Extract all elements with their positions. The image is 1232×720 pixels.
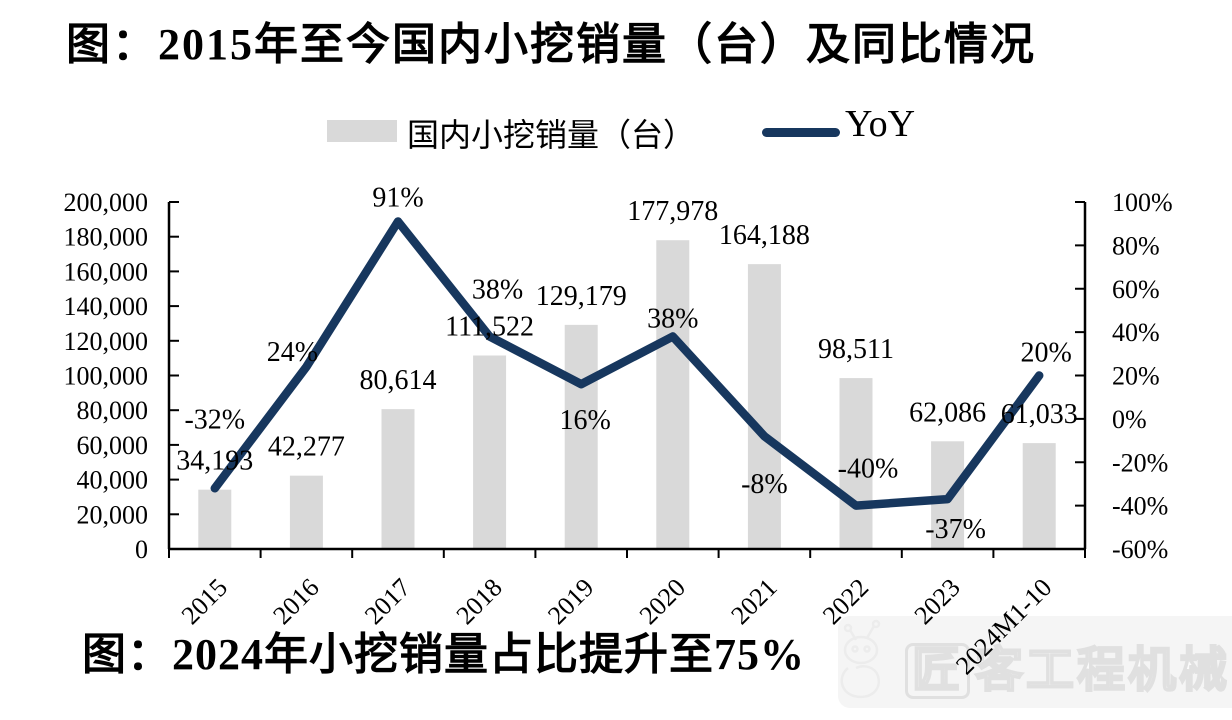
watermark-logo-box: 匠: [905, 643, 971, 700]
bar-value-label: 129,179: [536, 281, 627, 312]
x-axis-label-2017: 2017: [359, 573, 416, 630]
legend-bar-label: 国内小挖销量（台）: [407, 117, 696, 153]
watermark: 匠客工程机械: [905, 630, 1230, 700]
watermark-robot-icon: [840, 619, 881, 699]
legend-line-label: YoY: [845, 103, 916, 145]
x-axis-label-2023: 2023: [909, 573, 966, 630]
left-axis-tick-label: 80,000: [77, 396, 149, 425]
bar-value-label: 177,978: [627, 196, 718, 227]
yoy-value-label: -40%: [838, 454, 899, 485]
bar-2020: [656, 240, 690, 549]
watermark-text: 客工程机械: [974, 643, 1231, 698]
bar-value-label: 62,086: [909, 397, 986, 428]
left-axis-tick-label: 120,000: [64, 327, 149, 356]
bar-value-label: 61,033: [1001, 399, 1078, 430]
yoy-value-label: 38%: [647, 303, 698, 334]
left-axis-tick-label: 200,000: [64, 188, 149, 217]
x-axis-label-2022: 2022: [817, 573, 874, 630]
left-axis-tick-label: 60,000: [77, 431, 149, 460]
watermark-panel: [838, 616, 1232, 708]
bar-2017: [381, 409, 415, 549]
yoy-value-label: -32%: [184, 404, 245, 435]
x-axis-label-2020: 2020: [634, 573, 691, 630]
left-axis-tick-label: 20,000: [77, 500, 149, 529]
right-axis-tick-label: -60%: [1112, 535, 1168, 564]
bar-2024M1-10: [1022, 443, 1056, 549]
left-axis-tick-label: 100,000: [64, 362, 149, 391]
right-axis-tick-label: 20%: [1112, 362, 1160, 391]
yoy-value-label: -8%: [741, 469, 788, 500]
left-axis-tick-label: 160,000: [64, 257, 149, 286]
left-axis-tick-label: 180,000: [64, 223, 149, 252]
bar-value-label: 80,614: [360, 365, 437, 396]
yoy-value-label: 24%: [267, 337, 318, 368]
yoy-value-label: 16%: [560, 405, 611, 436]
chart-title: 图：2015年至今国内小挖销量（台）及同比情况: [66, 20, 1036, 69]
left-axis-tick-label: 0: [135, 535, 148, 564]
right-axis-tick-label: 80%: [1112, 231, 1160, 260]
right-axis-tick-label: 60%: [1112, 275, 1160, 304]
bar-2019: [564, 324, 598, 549]
bar-value-label: 34,193: [176, 446, 253, 477]
legend-line-swatch: [762, 128, 840, 137]
right-axis-tick-label: 100%: [1112, 188, 1173, 217]
right-axis-tick-label: -20%: [1112, 448, 1168, 477]
x-axis-label-2015: 2015: [176, 573, 233, 630]
yoy-value-label: 91%: [372, 183, 423, 214]
x-axis-label-2024M1-10: 2024M1-10: [950, 573, 1057, 680]
bar-value-label: 111,522: [445, 312, 534, 343]
left-axis-tick-label: 40,000: [77, 466, 149, 495]
yoy-value-label: -37%: [925, 514, 986, 545]
left-axis-tick-label: 140,000: [64, 292, 149, 321]
x-axis-label-2018: 2018: [451, 573, 508, 630]
bar-2022: [839, 378, 873, 549]
legend-bar-swatch: [327, 120, 397, 142]
bottom-caption: 图：2024年小挖销量占比提升至75%: [82, 630, 805, 679]
x-axis-label-2016: 2016: [267, 573, 324, 630]
right-axis-tick-label: 40%: [1112, 318, 1160, 347]
bar-value-label: 164,188: [719, 220, 810, 251]
yoy-value-label: 20%: [1021, 338, 1072, 369]
yoy-line: [210, 217, 1044, 510]
bar-value-label: 98,511: [818, 334, 894, 365]
bar-2015: [198, 489, 232, 549]
right-axis-tick-label: 0%: [1112, 405, 1147, 434]
right-axis-tick-label: -40%: [1112, 492, 1168, 521]
bar-2018: [473, 355, 507, 549]
x-axis-label-2021: 2021: [725, 573, 782, 630]
x-axis-label-2019: 2019: [542, 573, 599, 630]
bar-value-label: 42,277: [268, 432, 345, 463]
bar-2016: [289, 475, 323, 549]
bar-2021: [747, 264, 781, 549]
yoy-value-label: 38%: [472, 274, 523, 305]
